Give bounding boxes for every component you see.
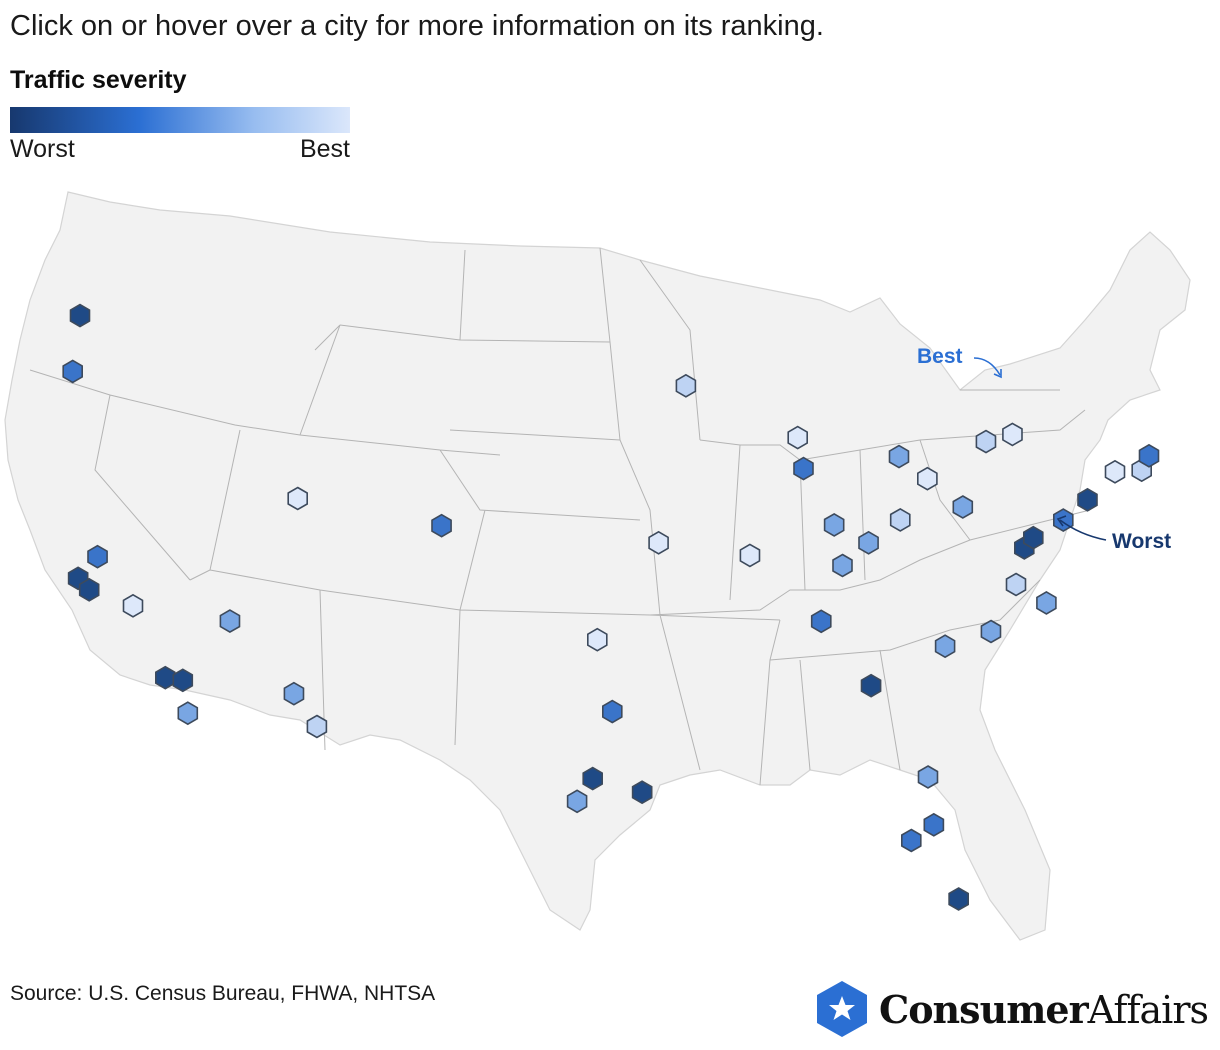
city-marker-detroit[interactable]: Detroit xyxy=(888,444,910,469)
legend-high-label: Best xyxy=(299,135,350,163)
city-markers: SeattlePortlandSacramentoSan FranciscoSa… xyxy=(62,303,1160,911)
city-marker-austin[interactable]: Austin xyxy=(582,766,604,791)
city-marker-nashville[interactable]: Nashville xyxy=(810,609,832,634)
legend-gradient-bar xyxy=(10,107,350,133)
city-marker-phoenix[interactable]: Phoenix xyxy=(283,681,305,706)
city-marker-las-vegas[interactable]: Las Vegas xyxy=(219,609,241,634)
legend-title: Traffic severity xyxy=(10,66,187,94)
city-marker-buffalo[interactable]: Buffalo xyxy=(975,429,997,454)
brand-wordmark-regular: Affairs xyxy=(1087,987,1209,1032)
brand-wordmark: ConsumerAffairs xyxy=(878,986,1209,1032)
star-shield-icon xyxy=(816,981,867,1037)
city-marker-portland[interactable]: Portland xyxy=(62,359,83,384)
city-marker-minneapolis[interactable]: Minneapolis xyxy=(675,373,697,398)
city-marker-raleigh[interactable]: Raleigh xyxy=(980,619,1002,644)
city-marker-columbus[interactable]: Columbus xyxy=(889,507,911,532)
best-label: Best xyxy=(917,345,963,368)
worst-label: Worst xyxy=(1112,530,1171,553)
brand-logo: ConsumerAffairs xyxy=(815,980,1209,1038)
city-marker-jacksonville[interactable]: Jacksonville xyxy=(917,765,939,789)
us-outline xyxy=(4,191,1191,941)
city-marker-st-louis[interactable]: St. Louis xyxy=(739,543,761,568)
city-marker-san-jose[interactable]: San Jose xyxy=(78,577,100,602)
city-marker-los-angeles[interactable]: Los Angeles xyxy=(155,665,176,690)
city-marker-orlando[interactable]: Orlando xyxy=(923,812,945,837)
city-marker-cleveland[interactable]: Cleveland xyxy=(916,466,938,491)
city-marker-hartford[interactable]: Hartford xyxy=(1104,459,1126,484)
city-marker-cincinnati[interactable]: Cincinnati xyxy=(858,530,879,555)
city-marker-kansas-city[interactable]: Kansas City xyxy=(648,530,669,555)
source-note: Source: U.S. Census Bureau, FHWA, NHTSA xyxy=(10,982,436,1005)
legend: Traffic severity Worst Best xyxy=(10,66,350,164)
us-landmass xyxy=(4,191,1191,941)
city-marker-chicago[interactable]: Chicago xyxy=(793,456,814,481)
instruction-text: Click on or hover over a city for more i… xyxy=(10,10,824,42)
city-marker-indianapolis[interactable]: Indianapolis xyxy=(823,512,845,537)
city-marker-tucson[interactable]: Tucson xyxy=(306,714,328,739)
city-marker-riverside[interactable]: Riverside xyxy=(172,668,194,693)
city-marker-rochester[interactable]: Rochester xyxy=(1002,422,1023,447)
city-marker-oklahoma-city[interactable]: Oklahoma City xyxy=(586,627,608,652)
legend-labels: Worst Best xyxy=(10,135,350,164)
city-marker-atlanta[interactable]: Atlanta xyxy=(860,673,882,698)
city-marker-charlotte[interactable]: Charlotte xyxy=(934,634,956,659)
city-marker-boston[interactable]: Boston xyxy=(1138,443,1160,468)
best-arrowhead-icon xyxy=(993,369,1002,379)
worst-annotation: Worst xyxy=(1056,515,1171,553)
city-marker-houston[interactable]: Houston xyxy=(631,780,653,805)
city-marker-milwaukee[interactable]: Milwaukee xyxy=(787,425,809,450)
city-marker-miami[interactable]: Miami xyxy=(948,887,970,911)
city-marker-tampa[interactable]: Tampa xyxy=(900,828,922,853)
city-marker-louisville[interactable]: Louisville xyxy=(832,553,853,578)
city-marker-pittsburgh[interactable]: Pittsburgh xyxy=(952,495,974,519)
worst-arrowhead-icon xyxy=(1056,515,1067,527)
city-marker-virginia-beach[interactable]: Virginia Beach xyxy=(1036,590,1057,615)
city-marker-denver[interactable]: Denver xyxy=(431,513,452,538)
us-map: SeattlePortlandSacramentoSan FranciscoSa… xyxy=(4,191,1191,941)
city-marker-richmond[interactable]: Richmond xyxy=(1005,572,1027,597)
city-marker-san-antonio[interactable]: San Antonio xyxy=(566,789,588,814)
city-marker-salt-lake-city[interactable]: Salt Lake City xyxy=(287,486,309,511)
state-borders xyxy=(29,247,1091,786)
brand-wordmark-bold: Consumer xyxy=(878,986,1089,1032)
worst-arrow-icon xyxy=(1059,519,1107,541)
city-marker-san-diego[interactable]: San Diego xyxy=(177,701,199,726)
city-marker-sacramento[interactable]: Sacramento xyxy=(87,544,108,569)
city-marker-seattle[interactable]: Seattle xyxy=(69,303,91,328)
best-annotation: Best xyxy=(917,345,1002,379)
best-arrow-icon xyxy=(973,357,1001,376)
city-marker-dallas[interactable]: Dallas xyxy=(601,699,623,724)
legend-low-label: Worst xyxy=(10,135,75,163)
city-marker-fresno[interactable]: Fresno xyxy=(122,593,144,618)
city-marker-baltimore[interactable]: Baltimore xyxy=(1022,525,1044,550)
border-lines xyxy=(29,247,1091,786)
city-marker-new-york[interactable]: New York xyxy=(1077,487,1098,512)
city-marker-philadelphia[interactable]: Philadelphia xyxy=(1053,508,1074,533)
